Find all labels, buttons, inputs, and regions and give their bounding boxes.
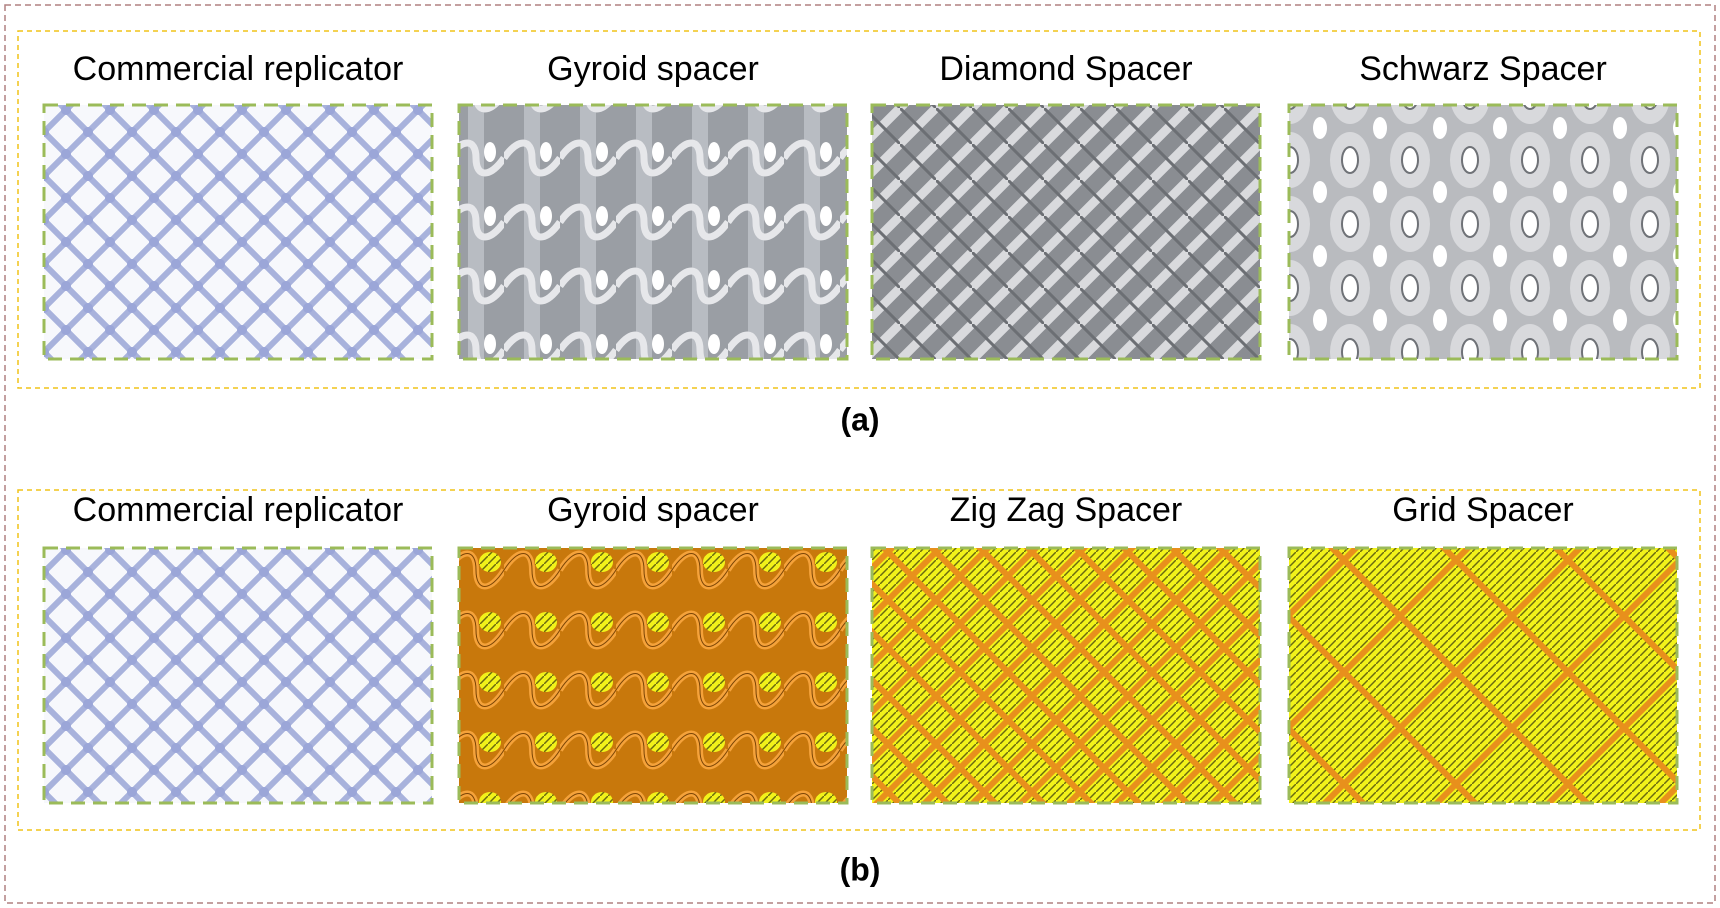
image-frame [870, 103, 1262, 361]
spacer-image [44, 548, 432, 803]
item-title: Commercial replicator [73, 50, 404, 88]
image-frame [1287, 546, 1679, 805]
spacer-image [44, 105, 432, 359]
image-frame [1287, 103, 1679, 361]
spacer-image [872, 548, 1260, 803]
spacer-image [872, 105, 1260, 359]
spacer-image [1289, 548, 1677, 803]
item-title: Grid Spacer [1392, 491, 1573, 529]
panel-caption: (a) [840, 401, 879, 437]
panel-border [17, 30, 1701, 389]
image-frame [870, 546, 1262, 805]
item-title: Zig Zag Spacer [950, 491, 1182, 529]
image-frame [42, 103, 434, 361]
item-title: Schwarz Spacer [1359, 50, 1607, 88]
spacer-image [1289, 105, 1677, 359]
spacer-image [459, 548, 847, 803]
image-frame [42, 546, 434, 805]
image-frame [457, 103, 849, 361]
item-title: Gyroid spacer [547, 491, 759, 529]
outer-border [4, 4, 1716, 904]
item-title: Diamond Spacer [939, 50, 1192, 88]
item-title: Commercial replicator [73, 491, 404, 529]
spacer-image [459, 105, 847, 359]
panel-caption: (b) [840, 851, 881, 887]
panel-border [17, 489, 1701, 831]
image-frame [457, 546, 849, 805]
item-title: Gyroid spacer [547, 50, 759, 88]
